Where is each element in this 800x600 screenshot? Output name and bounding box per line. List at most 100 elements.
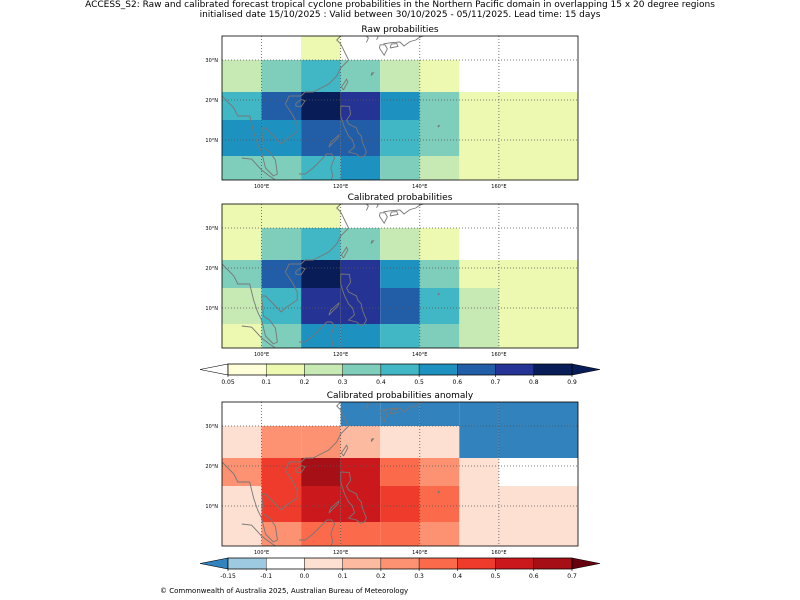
panel-title: Raw probabilities [361,25,439,35]
coastline [295,465,306,474]
probability-cell [380,458,420,486]
probability-cell [222,228,262,260]
coastline [328,302,340,316]
colorbar-tick-label: -0.15 [220,573,236,580]
coastline [375,402,379,406]
coastline [340,273,367,326]
probability-cell [498,60,578,92]
colorbar-segment [418,557,458,570]
probability-cell [498,260,578,288]
coastline [437,491,441,494]
colorbar-tick-label: 0.3 [414,573,424,580]
probability-cell [340,36,381,60]
coastline [389,211,399,217]
coastline [221,35,350,177]
probability-cell [222,324,262,348]
probability-cell [301,228,341,260]
probability-cell [380,228,420,260]
colorbar-tick-label: 0.2 [376,573,386,580]
colorbar-tick-label: 0.5 [414,379,424,386]
coastline [370,72,375,76]
coastline [378,212,388,225]
probability-cell [419,260,460,288]
colorbar-segment [380,557,420,570]
probability-cell [380,204,420,228]
copyright-notice: © Commonwealth of Australia 2025, Austra… [160,587,409,595]
map-panel-2: Calibrated probabilities 100°E 120°E 140°E 1… [205,193,579,358]
colorbar-segment [342,363,382,376]
x-tick-label: 160°E [491,184,506,190]
probability-cell [380,156,420,180]
probability-cell [301,260,341,288]
colorbar-frame [227,557,573,570]
x-tick-label: 100°E [254,184,269,190]
probability-cell [498,486,578,522]
colorbar-tick-label: -0.1 [260,573,272,580]
colorbar-segment [418,363,458,376]
probability-cell [261,228,302,260]
probability-cell [459,228,499,260]
probability-cell [419,324,460,348]
probability-cell [222,486,262,522]
probability-cell [380,426,420,458]
probability-cell [459,458,499,486]
coastline [365,203,369,211]
colorbar-segment [266,363,305,376]
probability-cell [222,120,262,156]
coastline [241,157,276,181]
coastline [375,204,379,208]
panel-frame [221,401,579,547]
x-tick-label: 140°E [412,352,427,358]
probability-cell [459,156,499,180]
panel-frame [221,203,579,349]
colorbar-tick-label: 0.2 [300,379,310,386]
colorbar-under-extension [199,557,229,570]
coastline [383,401,424,413]
probability-cell [301,402,341,426]
probability-cell [380,92,420,120]
probability-cell [261,156,302,180]
probability-cell [301,120,341,156]
probability-cell [340,288,381,324]
probability-cell [459,288,499,324]
coastline [389,43,399,49]
probability-cell [459,486,499,522]
coastline [328,134,340,148]
y-tick-label: 30°N [205,58,218,64]
probability-cell [340,120,381,156]
coastline [241,523,276,547]
probability-cell [380,60,420,92]
y-tick-label: 20°N [205,98,218,104]
colorbar-segment [533,363,573,376]
probability-cell [301,486,341,522]
probability-cell [340,60,381,92]
coastline [375,36,379,40]
probability-cell [261,60,302,92]
probability-cell [301,288,341,324]
probability-cell [301,204,341,228]
colorbar-over-extension [571,363,601,376]
probability-cell [419,522,460,546]
probability-cell [498,120,578,156]
coastline [389,409,399,415]
probability-cell [419,92,460,120]
coastline [340,471,367,524]
probability-cell [498,92,578,120]
coastline [370,438,375,442]
probability-cell [222,522,262,546]
x-tick-label: 120°E [333,550,348,556]
probability-cell [340,522,381,546]
colorbar-tick-label: 0.9 [567,379,577,386]
x-tick-label: 120°E [333,184,348,190]
probability-cell [459,204,499,228]
coastline [383,203,424,215]
probability-cell [301,426,341,458]
coastline [340,246,349,259]
colorbar-tick-label: 0.6 [453,379,463,386]
x-tick-label: 120°E [333,352,348,358]
probability-cell [380,402,420,426]
probability-cell [222,426,262,458]
probability-cell [301,60,341,92]
colorbar-tick-label: 0.1 [261,379,271,386]
